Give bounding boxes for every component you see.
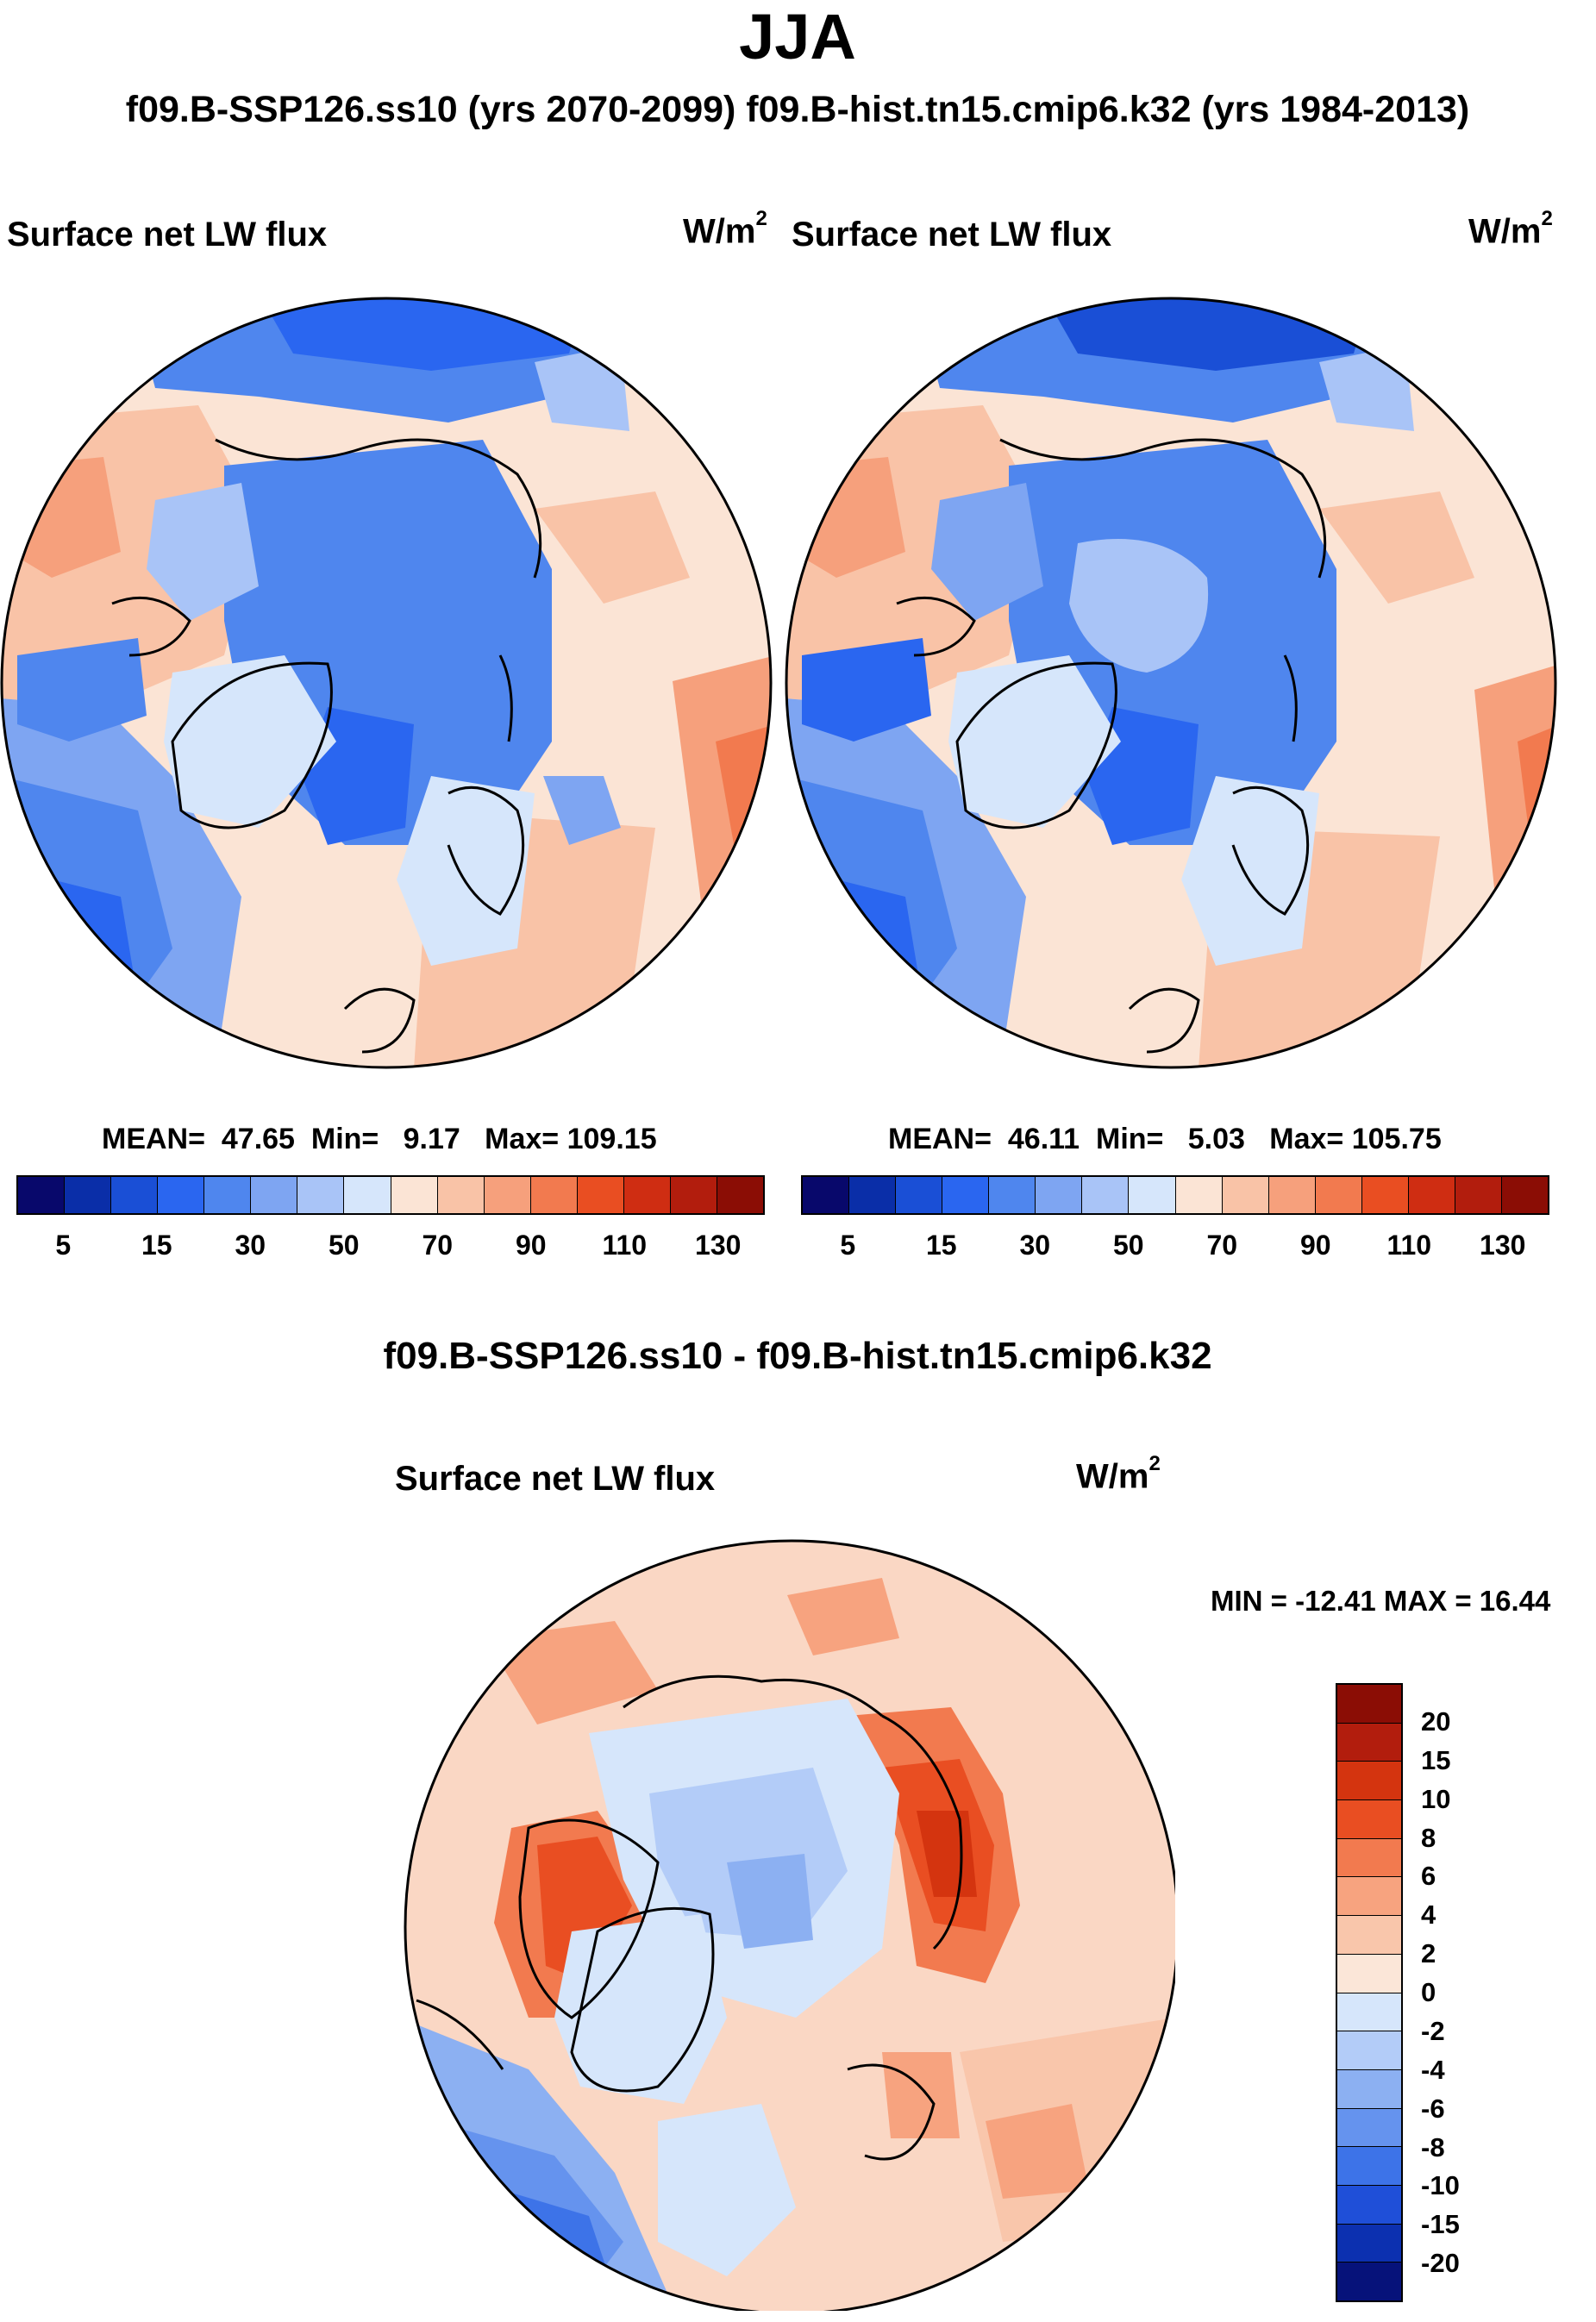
- colorbar-tick-label: 90: [515, 1230, 547, 1261]
- colorbar-swatch: [1337, 1800, 1401, 1839]
- colorbar-panel2: [801, 1175, 1549, 1215]
- colorbar-swatch: [1268, 1177, 1316, 1213]
- diff-panel-label: Surface net LW flux: [395, 1460, 716, 1498]
- colorbar-swatch: [158, 1177, 205, 1213]
- colorbar-swatch: [623, 1177, 671, 1213]
- panel2-unit: W/m2: [1468, 207, 1553, 251]
- colorbar-swatch: [896, 1177, 943, 1213]
- colorbar-tick-label: 30: [235, 1230, 266, 1261]
- diff-panel-unit: W/m2: [1076, 1452, 1161, 1496]
- colorbar-swatch: [1337, 1954, 1401, 1993]
- colorbar-swatch: [942, 1177, 990, 1213]
- figure-title: JJA: [739, 1, 856, 72]
- colorbar-tick-label: 2: [1421, 1938, 1436, 1969]
- colorbar-tick-label: 8: [1421, 1822, 1436, 1853]
- colorbar-swatch: [1222, 1177, 1269, 1213]
- colorbar-tick-label: 15: [1421, 1744, 1451, 1775]
- colorbar-tick-label: -2: [1421, 2015, 1445, 2046]
- colorbar-tick-label: -6: [1421, 2093, 1445, 2124]
- colorbar-tick-label: 15: [141, 1230, 172, 1261]
- colorbar-swatch: [18, 1177, 66, 1213]
- colorbar-tick-label: 10: [1421, 1783, 1451, 1814]
- colorbar-swatch: [484, 1177, 531, 1213]
- colorbar-swatch: [111, 1177, 159, 1213]
- colorbar-swatch: [1337, 2185, 1401, 2225]
- colorbar-swatch: [1455, 1177, 1502, 1213]
- colorbar-swatch: [849, 1177, 897, 1213]
- map-panel2: [785, 297, 1557, 1069]
- colorbar-swatch: [1337, 2147, 1401, 2186]
- colorbar-swatch: [989, 1177, 1036, 1213]
- colorbar-swatch: [1129, 1177, 1176, 1213]
- map-panel1: [0, 297, 773, 1069]
- colorbar-swatch: [1337, 2224, 1401, 2263]
- colorbar-tick-label: -15: [1421, 2209, 1460, 2240]
- colorbar-swatch: [391, 1177, 438, 1213]
- panel1-unit: W/m2: [683, 207, 767, 251]
- colorbar-tick-label: 0: [1421, 1977, 1436, 2007]
- colorbar-swatch: [530, 1177, 578, 1213]
- colorbar-tick-label: 20: [1421, 1706, 1451, 1737]
- colorbar-tick-label: 110: [1386, 1230, 1432, 1261]
- colorbar-swatch: [1361, 1177, 1409, 1213]
- colorbar-swatch: [1337, 1762, 1401, 1801]
- colorbar-swatch: [717, 1177, 763, 1213]
- colorbar-swatch: [1408, 1177, 1455, 1213]
- colorbar-swatch: [1337, 1916, 1401, 1955]
- figure-subtitle: f09.B-SSP126.ss10 (yrs 2070-2099) f09.B-…: [125, 89, 1470, 130]
- colorbar-tick-label: 5: [55, 1230, 72, 1261]
- colorbar-swatch: [1337, 2263, 1401, 2300]
- colorbar-tick-label: 15: [925, 1230, 957, 1261]
- colorbar-tick-label: 30: [1019, 1230, 1051, 1261]
- panel2-label: Surface net LW flux: [792, 216, 1112, 253]
- colorbar-swatch: [577, 1177, 624, 1213]
- colorbar-tick-label: 90: [1299, 1230, 1331, 1261]
- colorbar-tick-label: 6: [1421, 1861, 1436, 1892]
- colorbar-swatch: [1337, 1723, 1401, 1762]
- diff-title: f09.B-SSP126.ss10 - f09.B-hist.tn15.cmip…: [383, 1335, 1212, 1377]
- colorbar-swatch: [1501, 1177, 1548, 1213]
- colorbar-tick-label: 5: [840, 1230, 856, 1261]
- colorbar-swatch: [1337, 1838, 1401, 1878]
- colorbar-swatch: [204, 1177, 252, 1213]
- colorbar-tick-label: -8: [1421, 2131, 1445, 2162]
- diff-minmax: MIN = -12.41 MAX = 16.44: [1211, 1585, 1551, 1617]
- colorbar-swatch: [251, 1177, 298, 1213]
- panel1-label: Surface net LW flux: [7, 216, 328, 253]
- colorbar-tick-label: 130: [1480, 1230, 1526, 1261]
- colorbar-swatch: [65, 1177, 112, 1213]
- colorbar-swatch: [297, 1177, 345, 1213]
- colorbar-swatch: [1337, 1993, 1401, 2032]
- colorbar-difference: [1336, 1683, 1403, 2302]
- colorbar-swatch: [1337, 2031, 1401, 2070]
- panel2-stats: MEAN= 46.11 Min= 5.03 Max= 105.75: [888, 1123, 1442, 1155]
- colorbar-swatch: [437, 1177, 485, 1213]
- map-difference: [404, 1539, 1175, 2311]
- colorbar-swatch: [670, 1177, 717, 1213]
- colorbar-tick-label: 70: [1206, 1230, 1238, 1261]
- colorbar-swatch: [1337, 1685, 1401, 1724]
- colorbar-tick-label: -4: [1421, 2054, 1445, 2085]
- colorbar-tick-label: 130: [695, 1230, 742, 1261]
- colorbar-tick-label: 70: [422, 1230, 454, 1261]
- colorbar-tick-label: 4: [1421, 1900, 1436, 1931]
- colorbar-swatch: [344, 1177, 391, 1213]
- colorbar-tick-label: 50: [328, 1230, 360, 1261]
- colorbar-swatch: [1337, 1877, 1401, 1917]
- colorbar-tick-label: 110: [602, 1230, 648, 1261]
- colorbar-tick-label: -20: [1421, 2248, 1460, 2279]
- colorbar-swatch: [1082, 1177, 1130, 1213]
- colorbar-swatch: [1337, 2108, 1401, 2148]
- colorbar-swatch: [803, 1177, 850, 1213]
- colorbar-swatch: [1315, 1177, 1362, 1213]
- colorbar-tick-label: 50: [1112, 1230, 1144, 1261]
- colorbar-panel1: [16, 1175, 765, 1215]
- colorbar-swatch: [1337, 2069, 1401, 2109]
- colorbar-swatch: [1036, 1177, 1083, 1213]
- colorbar-swatch: [1175, 1177, 1223, 1213]
- panel1-stats: MEAN= 47.65 Min= 9.17 Max= 109.15: [102, 1123, 657, 1155]
- colorbar-tick-label: -10: [1421, 2170, 1460, 2201]
